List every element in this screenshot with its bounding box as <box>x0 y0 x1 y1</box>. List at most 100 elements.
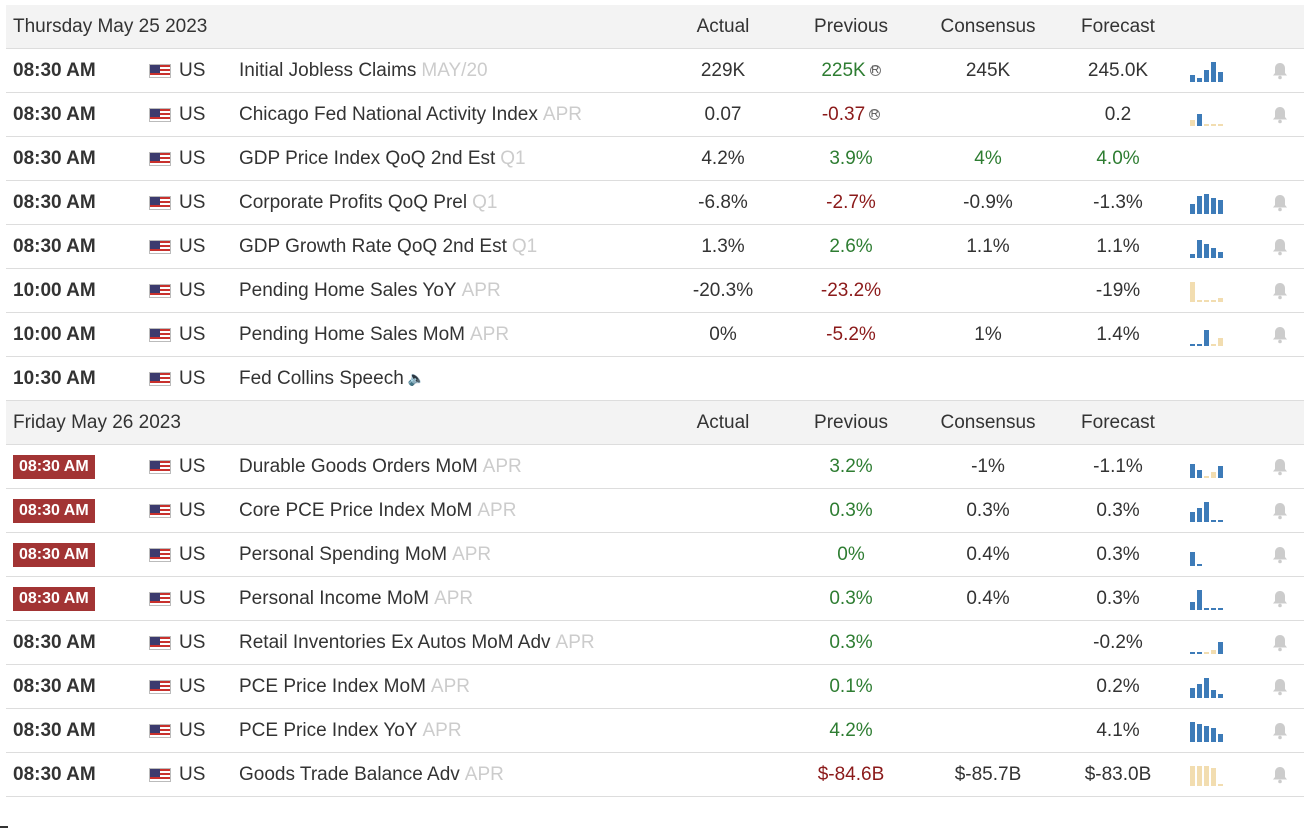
sparkline-bar <box>1204 607 1209 610</box>
sparkline-bar <box>1218 733 1223 742</box>
bell-icon[interactable] <box>1268 269 1292 312</box>
event-title[interactable]: Pending Home Sales YoY <box>239 279 457 301</box>
bell-icon[interactable] <box>1268 577 1292 620</box>
event-name[interactable]: Retail Inventories Ex Autos MoM Adv APR <box>239 621 595 664</box>
sparkline[interactable] <box>1190 577 1234 620</box>
bell-icon[interactable] <box>1268 313 1292 356</box>
forecast-value: 0.3% <box>1096 499 1140 521</box>
event-row[interactable]: 08:30 AM US GDP Growth Rate QoQ 2nd Est Q1 1… <box>6 225 1304 269</box>
sparkline-bar <box>1211 727 1216 742</box>
sparkline-bar <box>1197 723 1202 742</box>
event-title[interactable]: Chicago Fed National Activity Index <box>239 103 538 125</box>
sparkline-bar <box>1218 783 1223 786</box>
event-row[interactable]: 10:00 AM US Pending Home Sales YoY APR -20.3… <box>6 269 1304 313</box>
bell-icon[interactable] <box>1268 621 1292 664</box>
sparkline-bar <box>1190 651 1195 654</box>
event-row[interactable]: 10:00 AM US Pending Home Sales MoM APR 0% -5.… <box>6 313 1304 357</box>
event-title[interactable]: Corporate Profits QoQ Prel <box>239 191 468 213</box>
bell-icon[interactable] <box>1268 489 1292 532</box>
event-name[interactable]: Personal Income MoM APR <box>239 577 473 620</box>
event-title[interactable]: GDP Price Index QoQ 2nd Est <box>239 147 496 169</box>
event-title[interactable]: Fed Collins Speech <box>239 367 404 389</box>
event-row[interactable]: 08:30 AM US Initial Jobless Claims MAY/20 22… <box>6 49 1304 93</box>
event-name[interactable]: Chicago Fed National Activity Index APR <box>239 93 582 136</box>
event-title[interactable]: Personal Spending MoM <box>239 543 448 565</box>
sparkline[interactable] <box>1190 313 1234 356</box>
event-row[interactable]: 08:30 AM US Retail Inventories Ex Autos Mo… <box>6 621 1304 665</box>
event-title[interactable]: Retail Inventories Ex Autos MoM Adv <box>239 631 551 653</box>
event-name[interactable]: Core PCE Price Index MoM APR <box>239 489 516 532</box>
event-name[interactable]: Goods Trade Balance Adv APR <box>239 753 504 796</box>
sparkline[interactable] <box>1190 49 1234 92</box>
event-row[interactable]: 08:30 AM US Chicago Fed National Activity … <box>6 93 1304 137</box>
sparkline[interactable] <box>1190 753 1234 796</box>
event-name[interactable]: Corporate Profits QoQ Prel Q1 <box>239 181 497 224</box>
sparkline[interactable] <box>1190 665 1234 708</box>
sparkline-bar <box>1204 725 1209 742</box>
bell-icon[interactable] <box>1268 181 1292 224</box>
event-name[interactable]: Pending Home Sales MoM APR <box>239 313 509 356</box>
bell-icon[interactable] <box>1268 753 1292 796</box>
event-row[interactable]: 08:30 AM US Personal Spending MoM APR 0% 0.4%… <box>6 533 1304 577</box>
event-name[interactable]: GDP Price Index QoQ 2nd Est Q1 <box>239 137 526 180</box>
us-flag-icon <box>149 195 171 210</box>
sparkline-bars <box>1190 764 1223 786</box>
event-row[interactable]: 08:30 AM US Goods Trade Balance Adv APR $-84… <box>6 753 1304 797</box>
actual-value: 0.07 <box>704 103 742 125</box>
event-time: 08:30 AM <box>13 577 95 620</box>
event-row[interactable]: 08:30 AM US Core PCE Price Index MoM APR 0.3… <box>6 489 1304 533</box>
sparkline-bars <box>1190 632 1223 654</box>
event-name[interactable]: Durable Goods Orders MoM APR <box>239 445 522 488</box>
event-title[interactable]: PCE Price Index MoM <box>239 675 426 697</box>
sparkline-bar <box>1211 123 1216 126</box>
event-row[interactable]: 08:30 AM US PCE Price Index MoM APR 0.1% 0.2% <box>6 665 1304 709</box>
event-row[interactable]: 08:30 AM US Personal Income MoM APR 0.3% 0.4%… <box>6 577 1304 621</box>
actual-value <box>663 665 783 708</box>
country: US <box>149 269 205 312</box>
event-title[interactable]: Initial Jobless Claims <box>239 59 417 81</box>
forecast-value: 0.2% <box>1096 675 1140 697</box>
event-row[interactable]: 08:30 AM US GDP Price Index QoQ 2nd Est Q1 4… <box>6 137 1304 181</box>
event-title[interactable]: GDP Growth Rate QoQ 2nd Est <box>239 235 507 257</box>
event-title[interactable]: Durable Goods Orders MoM <box>239 455 478 477</box>
bell-icon[interactable] <box>1268 533 1292 576</box>
event-title[interactable]: Personal Income MoM <box>239 587 430 609</box>
event-row[interactable]: 10:30 AM US Fed Collins Speech 🔈 <box>6 357 1304 401</box>
bell-icon[interactable] <box>1268 225 1292 268</box>
sparkline[interactable] <box>1190 225 1234 268</box>
event-title[interactable]: Core PCE Price Index MoM <box>239 499 473 521</box>
event-name[interactable]: PCE Price Index YoY APR <box>239 709 462 752</box>
event-row[interactable]: 08:30 AM US Durable Goods Orders MoM APR 3.2… <box>6 445 1304 489</box>
sparkline[interactable] <box>1190 489 1234 532</box>
us-flag-icon <box>149 371 171 386</box>
sparkline-bar <box>1190 765 1195 786</box>
sparkline-bars <box>1190 236 1223 258</box>
sparkline[interactable] <box>1190 93 1234 136</box>
event-name[interactable]: Pending Home Sales YoY APR <box>239 269 501 312</box>
sparkline[interactable] <box>1190 709 1234 752</box>
event-name[interactable]: GDP Growth Rate QoQ 2nd Est Q1 <box>239 225 537 268</box>
event-name[interactable]: PCE Price Index MoM APR <box>239 665 470 708</box>
sparkline-bar <box>1190 511 1195 522</box>
event-row[interactable]: 08:30 AM US PCE Price Index YoY APR 4.2% 4.1% <box>6 709 1304 753</box>
bell-icon[interactable] <box>1268 709 1292 752</box>
bell-icon[interactable] <box>1268 445 1292 488</box>
event-title[interactable]: Pending Home Sales MoM <box>239 323 465 345</box>
event-row[interactable]: 08:30 AM US Corporate Profits QoQ Prel Q1 -6… <box>6 181 1304 225</box>
bell-icon[interactable] <box>1268 49 1292 92</box>
bell-icon[interactable] <box>1268 93 1292 136</box>
event-name[interactable]: Personal Spending MoM APR <box>239 533 491 576</box>
event-time: 10:30 AM <box>13 357 96 400</box>
event-name[interactable]: Fed Collins Speech 🔈 <box>239 357 425 400</box>
event-title[interactable]: PCE Price Index YoY <box>239 719 418 741</box>
sparkline[interactable] <box>1190 621 1234 664</box>
sparkline[interactable] <box>1190 269 1234 312</box>
sparkline[interactable] <box>1190 533 1234 576</box>
event-title[interactable]: Goods Trade Balance Adv <box>239 763 460 785</box>
bell-icon[interactable] <box>1268 665 1292 708</box>
sparkline[interactable] <box>1190 445 1234 488</box>
sparkline[interactable] <box>1190 181 1234 224</box>
event-name[interactable]: Initial Jobless Claims MAY/20 <box>239 49 488 92</box>
sparkline-bar <box>1218 607 1223 610</box>
consensus-value <box>928 709 1048 752</box>
